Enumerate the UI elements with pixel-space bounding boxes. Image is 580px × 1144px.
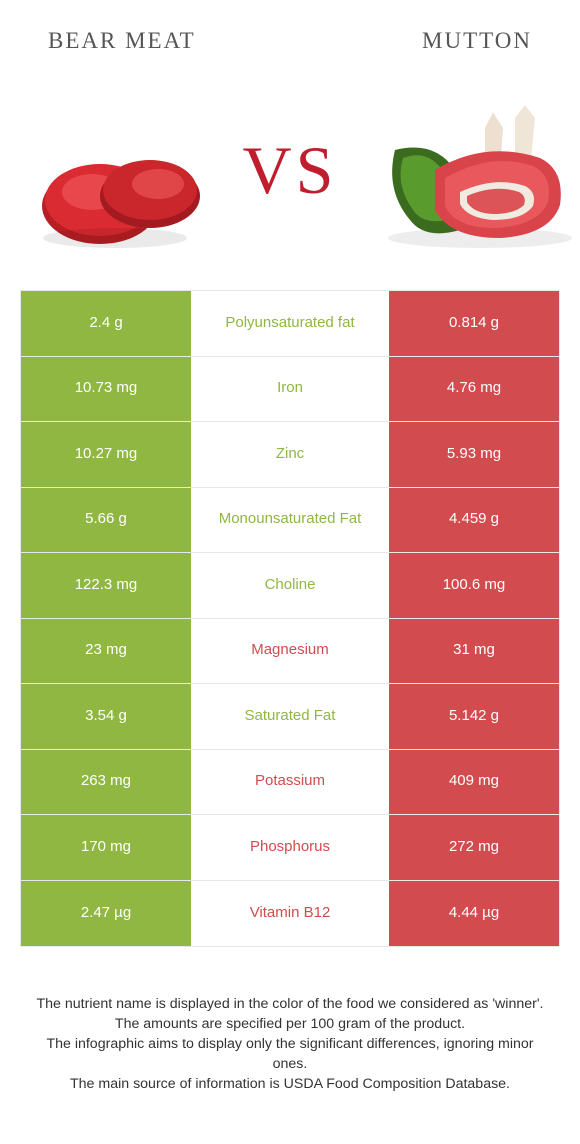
table-row: 263 mgPotassium409 mg (21, 750, 559, 816)
table-row: 10.73 mgIron4.76 mg (21, 357, 559, 423)
nutrient-name: Potassium (191, 750, 389, 815)
table-row: 23 mgMagnesium31 mg (21, 619, 559, 685)
footer-line: The nutrient name is displayed in the co… (28, 995, 552, 1014)
value-left: 122.3 mg (21, 553, 191, 618)
value-right: 5.142 g (389, 684, 559, 749)
value-right: 5.93 mg (389, 422, 559, 487)
mutton-image (365, 100, 580, 250)
hero: VS (0, 84, 580, 264)
nutrient-name: Saturated Fat (191, 684, 389, 749)
title-left: BEAR MEAT (48, 28, 196, 54)
nutrient-name: Polyunsaturated fat (191, 291, 389, 356)
value-right: 4.76 mg (389, 357, 559, 422)
table-row: 5.66 gMonounsaturated Fat4.459 g (21, 488, 559, 554)
value-left: 23 mg (21, 619, 191, 684)
value-right: 409 mg (389, 750, 559, 815)
value-left: 2.4 g (21, 291, 191, 356)
bear-meat-image (30, 130, 220, 250)
table-row: 2.47 µgVitamin B124.44 µg (21, 881, 559, 947)
value-right: 31 mg (389, 619, 559, 684)
nutrient-name: Zinc (191, 422, 389, 487)
value-right: 4.459 g (389, 488, 559, 553)
nutrient-name: Magnesium (191, 619, 389, 684)
value-left: 5.66 g (21, 488, 191, 553)
table-row: 122.3 mgCholine100.6 mg (21, 553, 559, 619)
table-row: 3.54 gSaturated Fat5.142 g (21, 684, 559, 750)
title-right: MUTTON (422, 28, 532, 54)
nutrient-name: Iron (191, 357, 389, 422)
value-right: 0.814 g (389, 291, 559, 356)
footer-line: The main source of information is USDA F… (28, 1075, 552, 1094)
nutrient-name: Vitamin B12 (191, 881, 389, 947)
value-left: 10.73 mg (21, 357, 191, 422)
nutrient-name: Choline (191, 553, 389, 618)
footer-notes: The nutrient name is displayed in the co… (28, 995, 552, 1094)
value-right: 100.6 mg (389, 553, 559, 618)
table-row: 10.27 mgZinc5.93 mg (21, 422, 559, 488)
footer-line: The amounts are specified per 100 gram o… (28, 1015, 552, 1034)
header: BEAR MEAT MUTTON (0, 0, 580, 54)
comparison-table: 2.4 gPolyunsaturated fat0.814 g10.73 mgI… (20, 290, 560, 947)
nutrient-name: Monounsaturated Fat (191, 488, 389, 553)
nutrient-name: Phosphorus (191, 815, 389, 880)
value-left: 263 mg (21, 750, 191, 815)
footer-line: The infographic aims to display only the… (28, 1035, 552, 1073)
value-left: 2.47 µg (21, 881, 191, 947)
value-left: 170 mg (21, 815, 191, 880)
value-right: 272 mg (389, 815, 559, 880)
table-row: 2.4 gPolyunsaturated fat0.814 g (21, 291, 559, 357)
vs-label: VS (243, 131, 338, 210)
value-left: 3.54 g (21, 684, 191, 749)
table-row: 170 mgPhosphorus272 mg (21, 815, 559, 881)
value-left: 10.27 mg (21, 422, 191, 487)
value-right: 4.44 µg (389, 881, 559, 947)
